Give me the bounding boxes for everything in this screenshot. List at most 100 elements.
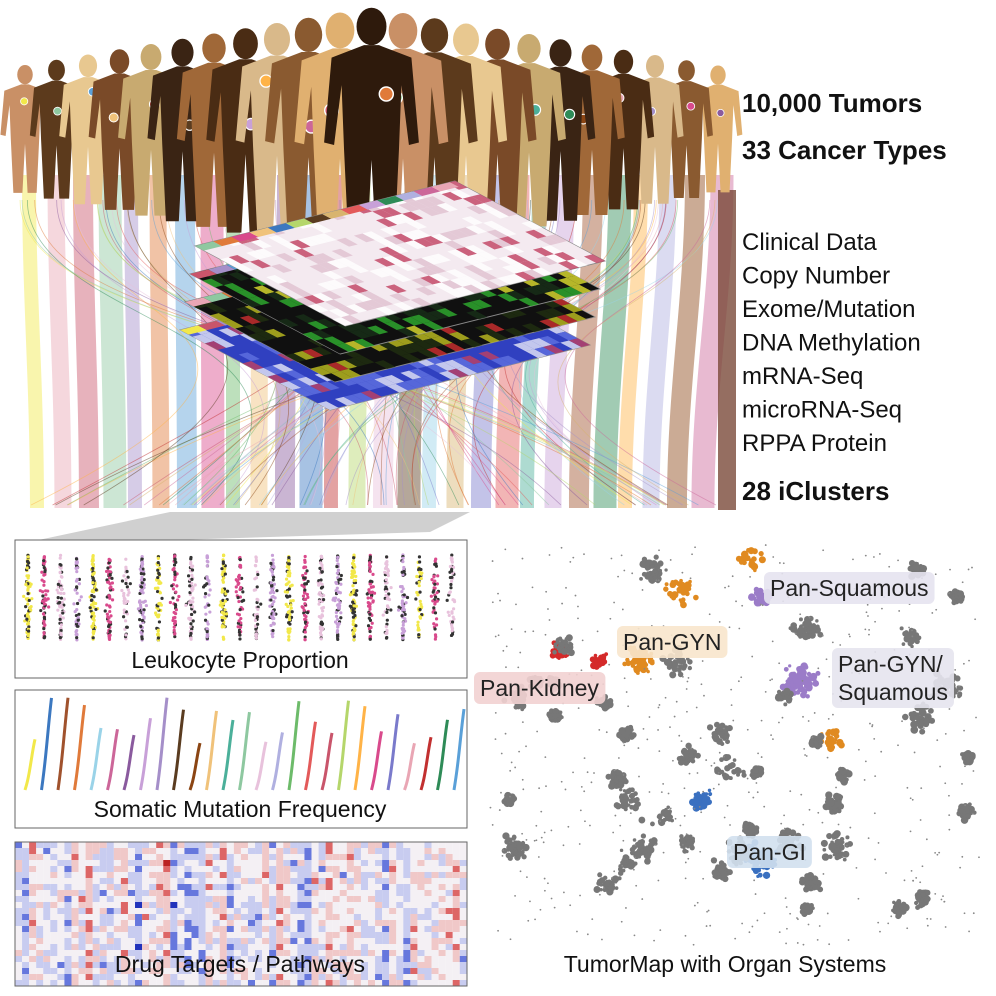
heat-cell (71, 926, 79, 933)
heat-cell (170, 968, 178, 975)
heat-cell (177, 872, 185, 879)
swarm-dot (174, 560, 178, 564)
heat-cell (142, 908, 150, 915)
heat-cell (452, 950, 460, 957)
swarm-dot (367, 588, 371, 592)
heat-cell (142, 860, 150, 867)
heat-cell (36, 932, 44, 939)
swarm-dot (205, 564, 209, 568)
heat-cell (43, 902, 51, 909)
swarm-dot (450, 626, 455, 631)
layer-cell (312, 292, 334, 302)
swarm-dot (254, 558, 258, 562)
swarm-dot (140, 581, 144, 585)
swarm-dot (354, 593, 358, 597)
heat-cell (396, 920, 404, 927)
swarm-dot (338, 601, 342, 605)
heat-cell (262, 896, 270, 903)
swarm-dot (140, 555, 144, 559)
person (660, 60, 713, 199)
heat-cell (99, 974, 107, 981)
heat-cell (389, 848, 397, 855)
layer-cell (305, 255, 327, 265)
heat-cell (198, 866, 206, 873)
heat-cell (113, 938, 121, 945)
heat-cell (156, 914, 164, 921)
heat-cell (255, 920, 263, 927)
heat-cell (283, 926, 291, 933)
swarm-dot (368, 561, 372, 565)
swarm-dot (122, 591, 126, 596)
heat-cell (304, 938, 312, 945)
swarm-dot (452, 617, 456, 621)
swarm-dot (401, 587, 405, 591)
map-dot (680, 597, 686, 603)
heat-cell (318, 980, 326, 987)
heat-cell (262, 920, 270, 927)
swarm-dot (305, 569, 309, 573)
layer-cell (201, 332, 223, 342)
heat-cell (156, 962, 164, 969)
swarm-dot (205, 626, 209, 631)
map-dot (748, 596, 753, 600)
heat-cell (368, 908, 376, 915)
map-dot (625, 657, 630, 662)
swarm-dot (334, 610, 338, 615)
heat-cell (92, 908, 100, 915)
layer-cell (561, 286, 583, 296)
heat-cell (191, 866, 199, 873)
heat-cell (57, 938, 65, 945)
heat-cell (339, 866, 347, 873)
ribbon (642, 175, 677, 508)
heat-cell (198, 908, 206, 915)
heat-cell (219, 872, 227, 879)
heat-cell (233, 938, 241, 945)
heat-cell (50, 878, 58, 885)
heat-cell (113, 950, 121, 957)
person-body (660, 81, 713, 199)
swarm-dot (416, 626, 421, 630)
heat-cell (368, 980, 376, 987)
swarm-dot (174, 608, 179, 612)
layer-cell (380, 207, 403, 216)
heat-cell (78, 938, 86, 945)
heat-cell (368, 848, 376, 855)
heat-cell (22, 956, 30, 963)
heat-cell (233, 902, 241, 909)
heat-cell (22, 854, 30, 861)
layer-cell (523, 269, 545, 279)
layer-cell (481, 240, 504, 250)
swarm-dot (420, 571, 424, 575)
heat-cell (78, 932, 86, 939)
swarm-dot (446, 610, 450, 614)
swarm-dot (27, 598, 31, 603)
heat-cell (170, 872, 178, 879)
swarm-dot (92, 614, 96, 618)
mutation-curve (238, 711, 251, 791)
heat-cell (389, 884, 397, 891)
swarm-dot (366, 604, 371, 608)
layer-cell (448, 331, 470, 341)
layer-cell (496, 207, 518, 217)
map-dot (593, 653, 598, 658)
heat-cell (360, 950, 369, 957)
heat-cell (255, 890, 263, 897)
heat-cell (205, 902, 213, 909)
heat-cell (247, 872, 256, 879)
heat-cell (276, 872, 284, 879)
heat-cell (78, 884, 86, 891)
swarm-dot (43, 572, 47, 577)
heat-cell (459, 920, 467, 927)
heat-cell (262, 878, 270, 885)
heat-cell (417, 902, 425, 909)
heat-cell (99, 962, 107, 969)
layer-cell (545, 254, 567, 263)
heat-cell (184, 956, 192, 963)
heat-cell (127, 842, 136, 849)
heat-cell (417, 854, 425, 861)
heat-cell (325, 872, 333, 879)
swarm-dot (190, 573, 194, 577)
heat-cell (410, 956, 418, 963)
swarm-dot (447, 613, 451, 618)
heat-cell (368, 860, 376, 867)
